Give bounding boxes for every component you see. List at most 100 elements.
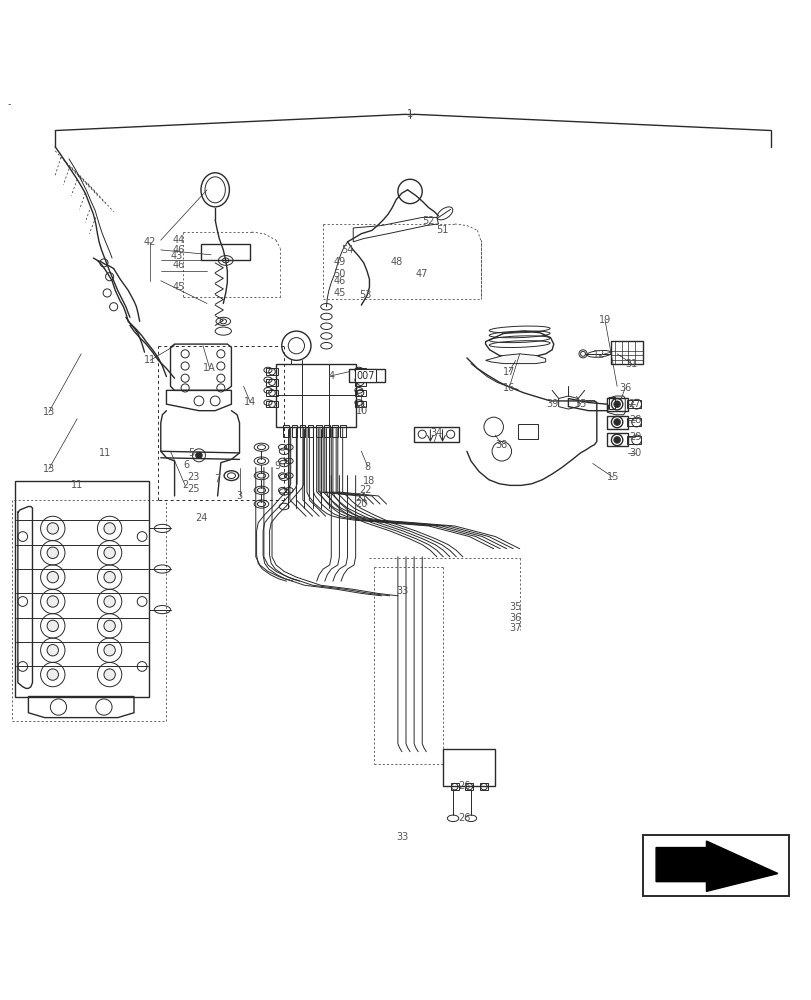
Circle shape [47,620,58,632]
Text: 1A: 1A [203,363,216,373]
Text: 44: 44 [172,235,185,245]
Text: 4: 4 [328,371,334,381]
Text: 35: 35 [573,399,586,409]
Text: 5: 5 [187,448,194,458]
Circle shape [104,645,115,656]
Text: 16: 16 [502,383,515,393]
Text: 39: 39 [545,399,558,409]
Circle shape [47,523,58,534]
Text: 13: 13 [42,464,55,474]
Bar [608,397,615,409]
Circle shape [104,669,115,680]
Text: 38: 38 [495,440,508,450]
Bar [332,425,337,437]
Circle shape [104,547,115,558]
Bar [354,368,366,375]
Text: 17: 17 [502,367,515,377]
Text: 53: 53 [358,290,371,300]
Text: 37: 37 [508,623,521,633]
Bar [642,835,788,896]
Bar [414,427,458,442]
Bar [291,425,297,437]
Text: 36: 36 [618,383,631,393]
Text: 22: 22 [358,485,371,495]
Bar [299,425,305,437]
Circle shape [195,452,202,459]
Text: 52: 52 [422,216,435,226]
Bar [201,244,250,260]
Text: 31: 31 [624,359,637,369]
Text: 46: 46 [172,260,185,270]
Circle shape [47,547,58,558]
Bar [626,400,641,408]
Text: 49: 49 [333,257,345,267]
Text: 54: 54 [341,245,354,255]
Bar [276,364,355,427]
Bar [450,783,458,790]
Text: 007: 007 [356,371,374,381]
Text: 50: 50 [333,269,345,279]
Text: 21: 21 [354,493,367,503]
Polygon shape [485,354,545,364]
Circle shape [104,523,115,534]
Text: 34: 34 [430,428,443,438]
Text: 10: 10 [355,406,368,416]
Text: 11: 11 [71,480,84,490]
Text: -: - [8,99,11,109]
Text: 51: 51 [436,225,448,235]
Text: 23: 23 [187,472,200,482]
Text: 28: 28 [628,415,641,425]
Bar [266,368,277,375]
Bar [354,379,366,386]
Circle shape [613,437,620,443]
Circle shape [104,596,115,607]
Text: 11: 11 [99,448,112,458]
Bar [479,783,487,790]
Text: 47: 47 [415,269,428,279]
Text: 15: 15 [606,472,619,482]
Bar [340,425,345,437]
Text: 12: 12 [592,350,605,360]
Text: 46: 46 [333,276,345,286]
Text: 43: 43 [170,251,183,261]
Bar [626,436,641,444]
Bar [266,390,277,396]
Text: 27: 27 [628,399,641,409]
Text: 25: 25 [187,484,200,494]
Bar [354,401,366,407]
Bar [607,398,627,411]
Circle shape [104,571,115,583]
Text: 18: 18 [363,476,375,486]
Bar [607,416,627,429]
Text: 48: 48 [389,257,402,267]
Text: 45: 45 [172,282,185,292]
Text: 19: 19 [598,315,611,325]
Text: 3: 3 [236,491,242,501]
Text: 8: 8 [364,462,371,472]
Bar [349,369,384,382]
Text: 13: 13 [42,407,55,417]
Text: 7: 7 [214,474,221,484]
Bar [307,425,313,437]
Text: 45: 45 [333,288,345,298]
Bar [283,425,289,437]
Text: 46: 46 [172,245,185,255]
Bar [607,433,627,446]
Circle shape [47,669,58,680]
Polygon shape [655,841,777,891]
Text: 24: 24 [195,513,208,523]
Text: 36: 36 [508,613,521,623]
Circle shape [47,596,58,607]
Bar [15,481,148,697]
Text: 20: 20 [354,499,367,509]
Text: 29: 29 [628,432,641,442]
Bar [266,401,277,407]
Bar [354,390,366,396]
Text: 35: 35 [508,602,521,612]
Circle shape [104,620,115,632]
Circle shape [613,419,620,425]
Bar [266,379,277,386]
Text: 9: 9 [274,461,281,471]
Circle shape [47,571,58,583]
Circle shape [47,645,58,656]
